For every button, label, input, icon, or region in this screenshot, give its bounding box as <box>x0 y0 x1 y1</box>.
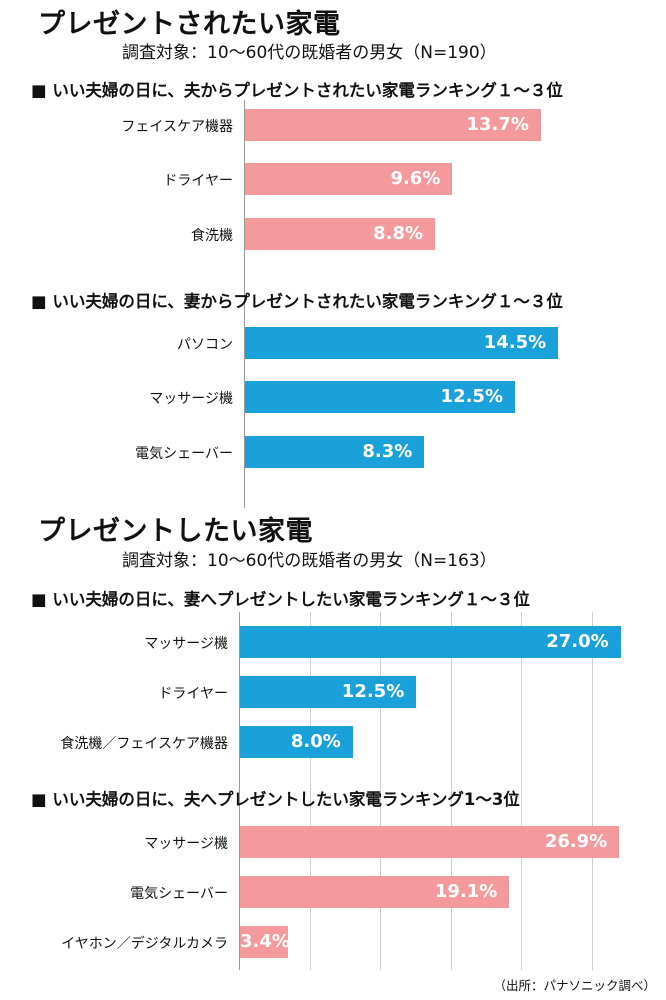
category-label: マッサージ機 <box>144 636 228 652</box>
chart-heading: ■ いい夫婦の日に、妻からプレゼントされたい家電ランキング１〜３位 <box>31 292 563 311</box>
category-label: パソコン <box>177 337 233 353</box>
bar <box>245 381 515 413</box>
category-label: 食洗機 <box>191 228 233 244</box>
bar <box>240 676 417 708</box>
gridline <box>521 612 522 970</box>
bar <box>245 327 559 359</box>
bar <box>240 876 510 908</box>
bar <box>240 926 288 958</box>
bar <box>240 626 621 658</box>
bar <box>240 726 353 758</box>
data-label: 9.6% <box>390 168 441 189</box>
bar <box>245 109 541 141</box>
data-label: 8.8% <box>373 223 424 244</box>
gridline <box>309 612 311 970</box>
section2-subtitle: 調査対象：10〜60代の既婚者の男女（N=163） <box>122 551 497 571</box>
data-label: 3.4% <box>240 931 290 952</box>
category-label: 電気シェーバー <box>130 886 228 902</box>
gridline <box>591 612 593 970</box>
category-label: フェイスケア機器 <box>121 119 233 135</box>
category-label: ドライヤー <box>163 173 233 189</box>
category-label: ドライヤー <box>158 686 228 702</box>
category-label: 電気シェーバー <box>135 446 233 462</box>
chart-heading: ■ いい夫婦の日に、妻へプレゼントしたい家電ランキング１〜３位 <box>31 590 530 609</box>
category-label: マッサージ機 <box>144 836 228 852</box>
section2-title: プレゼントしたい家電 <box>38 516 313 547</box>
data-label: 19.1% <box>434 881 498 902</box>
data-label: 12.5% <box>440 386 503 407</box>
bar <box>240 826 620 858</box>
chart-heading: ■ いい夫婦の日に、夫へプレゼントしたい家電ランキング1〜3位 <box>31 790 520 809</box>
category-label: イヤホン／デジタルカメラ <box>61 936 228 952</box>
data-label: 27.0% <box>546 631 609 652</box>
category-label: 食洗機／フェイスケア機器 <box>60 736 228 752</box>
data-label: 14.5% <box>483 332 547 353</box>
chart-heading: ■ いい夫婦の日に、夫からプレゼントされたい家電ランキング１〜３位 <box>31 81 563 100</box>
section1-subtitle: 調査対象：10〜60代の既婚者の男女（N=190） <box>122 43 497 63</box>
data-label: 8.0% <box>290 731 341 752</box>
category-label: マッサージ機 <box>149 391 233 407</box>
data-label: 26.9% <box>544 831 608 852</box>
source-note: （出所：パナソニック調べ） <box>493 978 656 993</box>
data-label: 12.5% <box>341 681 405 702</box>
bar <box>245 436 425 468</box>
bar <box>245 163 453 195</box>
bar <box>245 218 436 250</box>
data-label: 8.3% <box>362 441 413 462</box>
y-axis-line <box>239 612 240 970</box>
data-label: 13.7% <box>466 114 529 135</box>
gridline <box>450 612 452 970</box>
section1-title: プレゼントされたい家電 <box>38 9 341 40</box>
gridline <box>380 612 381 970</box>
y-axis-line <box>244 100 245 508</box>
